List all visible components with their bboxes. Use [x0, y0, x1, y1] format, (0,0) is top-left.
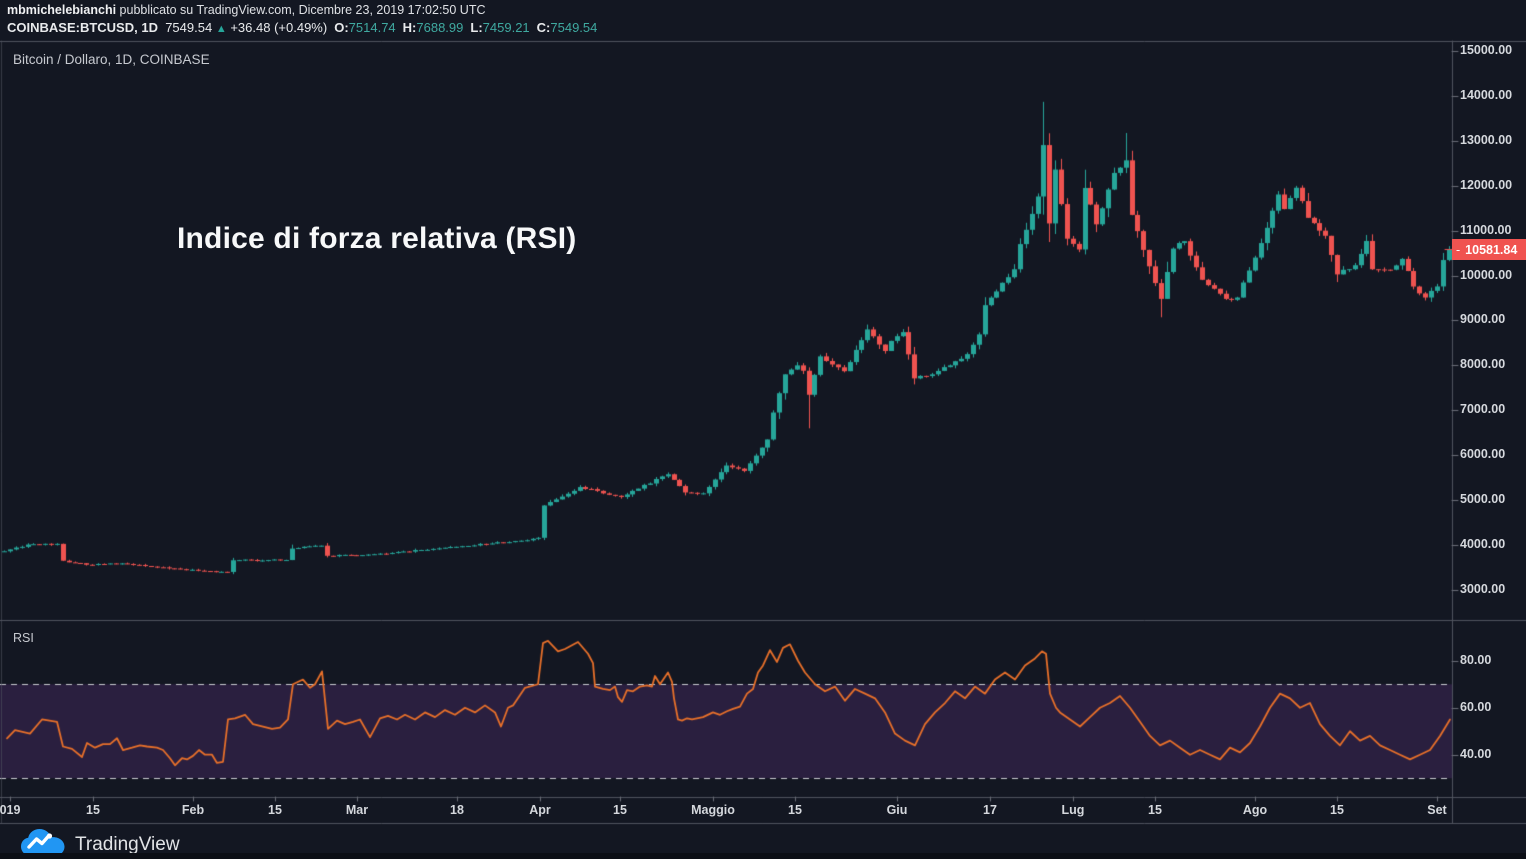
price-tick-label: 7000.00: [1460, 402, 1506, 417]
tradingview-footer[interactable]: TradingView: [20, 828, 180, 859]
time-tick-label: 15: [86, 803, 100, 817]
logo-zigzag-line: [27, 833, 51, 849]
price-tick-label: 12000.00: [1460, 177, 1513, 192]
up-arrow-icon: ▲: [215, 23, 227, 35]
tradingview-logo-icon: [20, 828, 66, 859]
price-tick-label: 8000.00: [1460, 357, 1506, 372]
time-tick-label: Ago: [1242, 803, 1268, 817]
price-tick-label: 10000.00: [1460, 267, 1513, 282]
price-tick-label: 3000.00: [1460, 581, 1506, 596]
price-tick-label: 6000.00: [1460, 447, 1506, 462]
high-label: H:: [402, 20, 417, 35]
rsi-tick-label: 60.00: [1460, 699, 1492, 714]
time-tick-label: Apr: [529, 803, 551, 817]
time-tick-label: Mar: [345, 803, 369, 817]
high-value: 7688.99: [416, 20, 464, 35]
rsi-tick-label: 80.00: [1460, 652, 1492, 667]
time-tick-label: 17: [983, 803, 997, 817]
symbol-name: COINBASE:BTCUSD, 1D: [7, 20, 158, 35]
symbol-ohlc-row: COINBASE:BTCUSD, 1D 7549.54 ▲ +36.48 (+0…: [7, 20, 597, 35]
author-name: mbmichelebianchi: [7, 3, 117, 17]
open-value: 7514.74: [348, 20, 396, 35]
publish-text: pubblicato su TradingView.com, Dicembre …: [116, 3, 486, 17]
time-tick-label: 15: [1148, 803, 1162, 817]
tradingview-brand-text: TradingView: [75, 834, 180, 855]
last-price-badge: -10581.84: [1452, 239, 1526, 260]
time-tick-label: 019: [0, 803, 21, 817]
time-tick-label: 15: [268, 803, 282, 817]
price-change: +36.48 (+0.49%): [230, 20, 328, 35]
badge-price-value: 10581.84: [1465, 242, 1518, 257]
time-tick-label: Set: [1427, 803, 1447, 817]
time-tick-label: 15: [613, 803, 627, 817]
time-tick-label: Lug: [1061, 803, 1085, 817]
price-tick-label: 15000.00: [1460, 42, 1513, 57]
low-label: L:: [470, 20, 483, 35]
chart-title: Bitcoin / Dollaro, 1D, COINBASE: [13, 52, 210, 67]
open-label: O:: [334, 20, 349, 35]
time-tick-label: Maggio: [691, 803, 735, 817]
watermark-title: Indice di forza relativa (RSI): [177, 222, 577, 255]
badge-tick-dash: -: [1456, 242, 1461, 257]
price-tick-label: 9000.00: [1460, 312, 1506, 327]
price-tick-label: 5000.00: [1460, 492, 1506, 507]
price-tick-label: 14000.00: [1460, 87, 1513, 102]
time-tick-label: 18: [450, 803, 464, 817]
bottom-strip: [0, 853, 1526, 859]
low-value: 7459.21: [482, 20, 530, 35]
price-tick-label: 11000.00: [1460, 222, 1512, 237]
close-value: 7549.54: [550, 20, 598, 35]
rsi-pane-label: RSI: [13, 631, 34, 645]
time-tick-label: 15: [788, 803, 802, 817]
price-tick-label: 13000.00: [1460, 132, 1513, 147]
time-tick-label: Feb: [181, 803, 205, 817]
time-tick-label: Giu: [886, 803, 908, 817]
rsi-tick-label: 40.00: [1460, 746, 1492, 761]
publish-info: mbmichelebianchi pubblicato su TradingVi…: [7, 3, 485, 17]
time-tick-label: 15: [1330, 803, 1344, 817]
last-price: 7549.54: [165, 20, 213, 35]
price-tick-label: 4000.00: [1460, 536, 1506, 551]
close-label: C:: [536, 20, 551, 35]
